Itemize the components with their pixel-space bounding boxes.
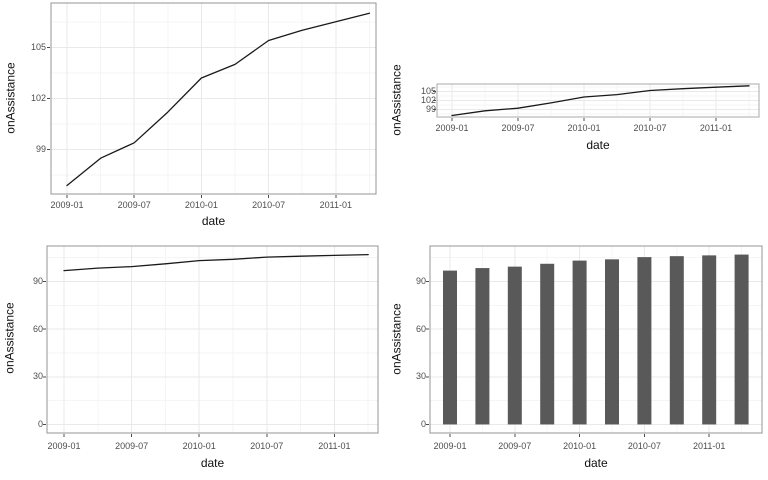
y-tick-label: 90 bbox=[415, 276, 426, 287]
data-line bbox=[451, 85, 750, 117]
y-tick-label: 60 bbox=[415, 323, 426, 334]
panel-border bbox=[436, 83, 760, 118]
bar bbox=[572, 260, 587, 425]
x-tick-label: 2009-01 bbox=[433, 441, 467, 451]
plot-panel-line-zero-baseline bbox=[43, 245, 379, 437]
x-tick-label: 2009-01 bbox=[47, 441, 81, 451]
x-axis-title: date bbox=[586, 138, 610, 152]
y-tick-label: 102 bbox=[30, 93, 46, 103]
x-tick-label: 2011-01 bbox=[699, 123, 733, 133]
y-tick-label: 99 bbox=[35, 144, 46, 155]
y-tick-label: 105 bbox=[30, 41, 46, 52]
x-tick-label: 2009-07 bbox=[498, 441, 532, 451]
bar bbox=[605, 259, 619, 425]
data-line bbox=[66, 12, 371, 187]
axis-ticks bbox=[426, 281, 710, 437]
x-tick-label: 2010-01 bbox=[567, 123, 601, 133]
x-axis-title: date bbox=[201, 214, 226, 228]
panel-background bbox=[47, 246, 378, 433]
bar bbox=[475, 268, 490, 425]
x-tick-label: 2011-01 bbox=[319, 200, 352, 210]
x-tick-label: 2010-01 bbox=[182, 441, 216, 451]
panel-border bbox=[50, 2, 377, 195]
x-tick-label: 2010-07 bbox=[627, 441, 661, 451]
panel-border bbox=[46, 245, 379, 434]
plot-panel-line-full bbox=[47, 2, 377, 198]
bar bbox=[669, 256, 684, 425]
chart-bar: 0 30 60 90 2009-01 2009-07 2010-01 2010-07 2011-… bbox=[384, 240, 768, 480]
y-tick-label: 102 bbox=[420, 95, 436, 105]
bar bbox=[540, 263, 555, 425]
y-tick-label: 105 bbox=[420, 86, 436, 97]
bar bbox=[734, 254, 749, 425]
x-tick-label: 2009-07 bbox=[115, 441, 149, 451]
x-tick-label: 2009-07 bbox=[501, 123, 535, 133]
x-tick-label: 2011-01 bbox=[693, 441, 726, 451]
y-tick-label: 60 bbox=[32, 323, 43, 334]
x-tick-label: 2010-07 bbox=[250, 441, 284, 451]
bar bbox=[637, 257, 652, 425]
x-tick-label: 2009-01 bbox=[435, 123, 469, 133]
axis-ticks bbox=[47, 46, 337, 198]
x-tick-label: 2010-07 bbox=[633, 123, 667, 133]
grid-major bbox=[47, 246, 378, 433]
x-tick-label: 2009-07 bbox=[117, 200, 151, 210]
axis-ticks bbox=[433, 91, 717, 121]
grid-major bbox=[437, 84, 759, 117]
x-tick-label: 2010-01 bbox=[184, 200, 218, 210]
y-tick-label: 99 bbox=[425, 103, 436, 114]
y-axis-title: onAssistance bbox=[389, 64, 404, 136]
chart-line-compressed: 99 102 105 2009-01 2009-07 2010-01 2010-07 2011… bbox=[384, 0, 768, 240]
grid-major bbox=[51, 3, 376, 194]
x-tick-label: 2009-01 bbox=[50, 200, 84, 210]
panel-border bbox=[429, 245, 763, 434]
x-tick-label: 2011-01 bbox=[318, 441, 351, 451]
x-tick-label: 2010-01 bbox=[563, 441, 597, 451]
bar-series bbox=[443, 254, 749, 425]
chart-line-full: 99 102 105 2009-01 2009-07 2010-01 2010-07 2011… bbox=[0, 0, 384, 240]
axis-ticks bbox=[43, 281, 335, 437]
x-tick-label: 2010-07 bbox=[252, 200, 286, 210]
chart-line-zero-baseline: 0 30 60 90 2009-01 2009-07 2010-01 2010-07 2011-… bbox=[0, 240, 384, 480]
plot-panel-bar bbox=[426, 245, 763, 437]
y-axis-title: onAssistance bbox=[389, 303, 404, 375]
plot-panel-line-compressed bbox=[433, 83, 760, 121]
bar bbox=[443, 270, 457, 425]
data-line bbox=[63, 253, 369, 272]
y-tick-label: 30 bbox=[32, 371, 43, 382]
y-tick-label: 0 bbox=[420, 418, 426, 429]
y-axis-title: onAssistance bbox=[3, 62, 18, 134]
bar bbox=[702, 255, 717, 425]
x-axis-title: date bbox=[584, 456, 608, 470]
x-axis-title: date bbox=[200, 456, 225, 470]
y-tick-label: 30 bbox=[415, 371, 426, 382]
y-axis-title: onAssistance bbox=[2, 302, 17, 374]
bar bbox=[507, 266, 522, 425]
y-tick-label: 90 bbox=[32, 276, 43, 287]
y-tick-label: 0 bbox=[37, 418, 43, 429]
grid-minor bbox=[47, 246, 378, 433]
